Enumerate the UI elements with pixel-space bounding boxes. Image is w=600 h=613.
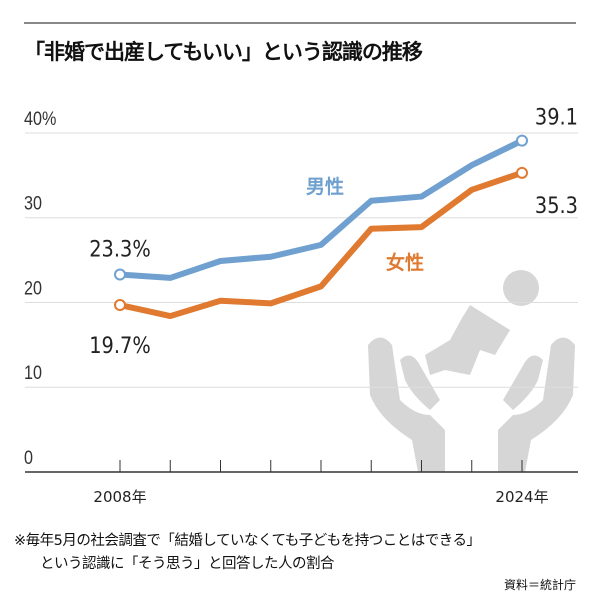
legend-female: 女性	[386, 251, 424, 274]
x-tick-label: 2024年	[495, 488, 548, 506]
data-point	[114, 268, 126, 281]
chart-title: 「非婚で出産してもいい」という認識の推移	[24, 40, 423, 64]
data-point	[114, 299, 126, 312]
series-line-female	[119, 169, 523, 320]
data-label-start: 19.7%	[89, 333, 151, 358]
data-point	[516, 166, 528, 179]
y-tick-label: 30	[24, 193, 42, 215]
legend-male: 男性	[306, 175, 344, 198]
y-tick-label: 10	[24, 362, 42, 384]
footnote-line1: ※毎年5月の社会調査で「結婚していなくても子どもを持つことはできる」	[14, 533, 481, 549]
y-tick-label: 0	[24, 447, 33, 469]
hands-baby-icon	[368, 270, 575, 472]
y-tick-label: 20	[24, 277, 42, 299]
source-credit: 資料＝統計庁	[503, 578, 576, 592]
line-chart: 40% 30 20 10 0 2008年 2024年 23.3% 39.1 19.7% 35.3 男性…	[24, 104, 578, 506]
y-tick-label: 40%	[24, 108, 57, 130]
x-tick-label: 2008年	[93, 488, 146, 506]
footnote-line2: という認識に「そう思う」と回答した人の割合	[40, 556, 335, 572]
top-divider	[24, 22, 576, 24]
data-label-end: 39.1	[535, 104, 578, 129]
series-line-male	[119, 137, 524, 281]
data-label-end: 35.3	[535, 193, 578, 218]
data-point	[516, 134, 528, 147]
data-label-start: 23.3%	[89, 236, 151, 261]
